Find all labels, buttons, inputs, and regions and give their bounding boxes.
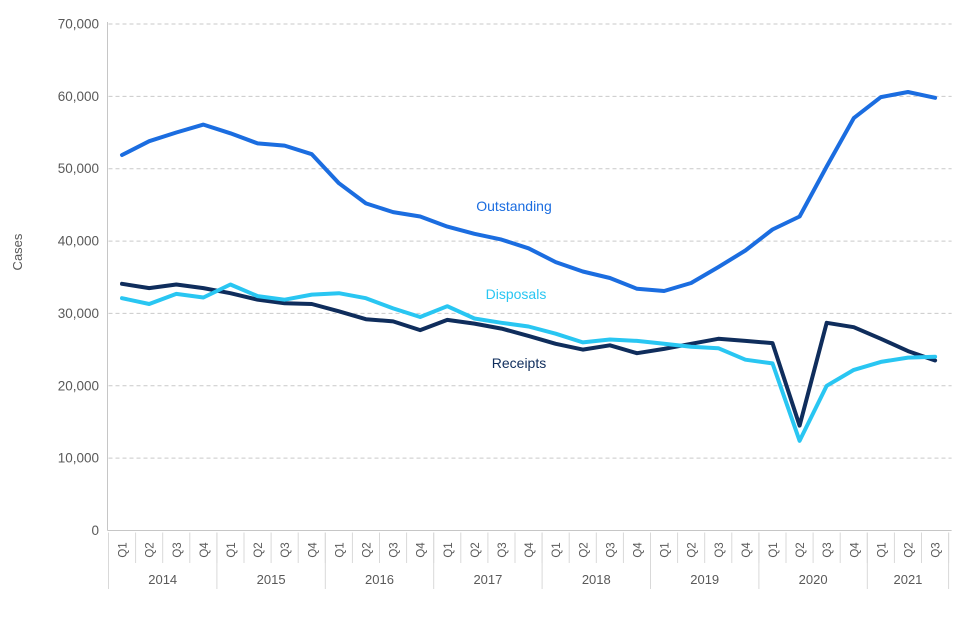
quarter-label: Q3 (172, 542, 184, 557)
quarter-label: Q1 (334, 542, 346, 557)
y-tick-label: 20,000 (58, 378, 99, 393)
quarter-label: Q4 (524, 542, 536, 558)
y-tick-label: 40,000 (58, 234, 99, 249)
y-tick-label: 60,000 (58, 89, 99, 104)
quarter-label: Q1 (443, 542, 455, 557)
year-label: 2018 (582, 572, 611, 587)
year-label: 2014 (148, 572, 177, 587)
quarter-label: Q2 (253, 542, 265, 557)
quarter-label: Q1 (226, 542, 238, 557)
quarter-label: Q4 (741, 542, 753, 558)
quarter-label: Q1 (876, 542, 888, 557)
quarter-label: Q3 (714, 542, 726, 557)
quarter-label: Q2 (361, 542, 373, 557)
year-label: 2015 (257, 572, 286, 587)
y-tick-label: 70,000 (58, 17, 99, 32)
quarter-label: Q3 (605, 542, 617, 557)
quarter-label: Q3 (280, 542, 292, 557)
series-label-disposals: Disposals (486, 286, 547, 302)
year-label: 2021 (893, 572, 922, 587)
y-tick-label: 50,000 (58, 161, 99, 176)
quarter-label: Q1 (660, 542, 672, 557)
series-line-receipts (120, 281, 938, 428)
quarter-label: Q4 (199, 542, 211, 558)
y-axis-title: Cases (10, 233, 25, 270)
quarter-label: Q1 (551, 542, 563, 557)
quarter-label: Q3 (497, 542, 509, 557)
series-line-outstanding (120, 90, 938, 293)
quarter-label: Q2 (578, 542, 590, 557)
year-label: 2019 (690, 572, 719, 587)
series-line-disposals (120, 282, 938, 443)
quarter-label: Q3 (389, 542, 401, 557)
quarter-label: Q2 (795, 542, 807, 557)
y-tick-label: 0 (91, 523, 99, 538)
y-tick-label: 30,000 (58, 306, 99, 321)
quarter-label: Q3 (931, 542, 943, 557)
series-label-outstanding: Outstanding (476, 198, 552, 214)
quarter-label: Q2 (470, 542, 482, 557)
quarter-label: Q1 (118, 542, 130, 557)
quarter-label: Q4 (632, 542, 644, 558)
quarter-label: Q2 (903, 542, 915, 557)
quarter-label: Q4 (849, 542, 861, 558)
quarter-label: Q3 (822, 542, 834, 557)
quarter-label: Q4 (307, 542, 319, 558)
year-label: 2020 (799, 572, 828, 587)
quarter-label: Q1 (768, 542, 780, 557)
series-label-receipts: Receipts (492, 355, 546, 371)
year-label: 2017 (473, 572, 502, 587)
quarter-label: Q2 (687, 542, 699, 557)
quarter-label: Q4 (416, 542, 428, 558)
quarter-label: Q2 (145, 542, 157, 557)
y-tick-label: 10,000 (58, 451, 99, 466)
year-label: 2016 (365, 572, 394, 587)
